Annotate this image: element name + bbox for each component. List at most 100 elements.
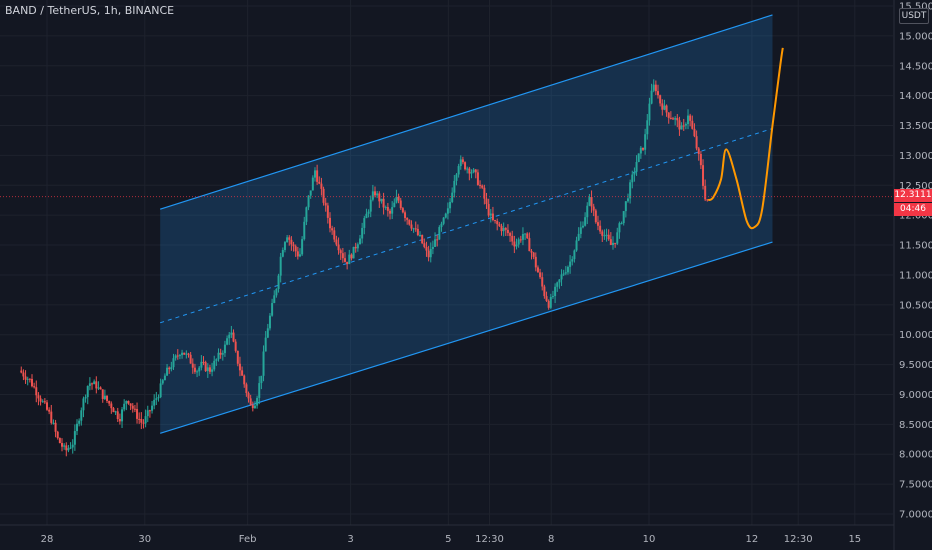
candle-body — [187, 353, 190, 355]
candle-body — [318, 181, 321, 184]
candle-body — [157, 397, 160, 399]
candle-body — [82, 398, 85, 411]
candle-body — [502, 228, 505, 232]
candle-body — [521, 234, 524, 240]
candle-body — [626, 198, 629, 202]
candle-body — [691, 120, 694, 129]
candle-body — [69, 447, 72, 449]
candle-body — [101, 389, 104, 399]
candle-body — [528, 238, 531, 252]
candle-body — [547, 300, 550, 308]
candle-body — [178, 355, 181, 357]
candle-body — [58, 438, 61, 444]
price-tick-label: 15.0000 — [899, 31, 932, 42]
candle-body — [429, 248, 432, 258]
candle-body — [228, 334, 231, 339]
candle-body — [687, 115, 690, 125]
candle-body — [50, 411, 53, 423]
candle-body — [434, 239, 437, 247]
symbol-name: BAND / TetherUS — [5, 4, 97, 17]
time-axis[interactable]: 28 30 Feb 3 5 12:30 8 10 12 12:30 15 — [41, 534, 862, 545]
candle-body — [22, 372, 25, 377]
candle-body — [581, 225, 584, 228]
candle-body — [472, 169, 475, 173]
channel-upper-line[interactable] — [160, 14, 773, 210]
candle-body — [234, 341, 237, 351]
candle-body — [168, 367, 171, 370]
candle-body — [245, 384, 248, 394]
candle-body — [52, 422, 55, 424]
candle-body — [146, 410, 149, 417]
candle-body — [457, 166, 460, 175]
candle-body — [545, 296, 548, 301]
candle-body — [611, 242, 614, 245]
candle-body — [380, 198, 383, 202]
candle-body — [641, 147, 644, 150]
candle-body — [453, 180, 456, 193]
price-tick-label: 9.0000 — [899, 390, 932, 401]
channel-lower-line[interactable] — [160, 241, 773, 434]
candle-body — [67, 448, 70, 451]
time-tick-label: 15 — [848, 534, 861, 545]
candle-body — [485, 198, 488, 205]
candle-body — [346, 261, 349, 265]
symbol-legend[interactable]: BAND / TetherUS, 1h, BINANCE — [5, 4, 174, 17]
bar-countdown-label: 04:46 — [894, 203, 932, 216]
candle-body — [110, 403, 113, 409]
candle-body — [305, 207, 308, 222]
candle-body — [622, 211, 625, 224]
time-tick-label: 5 — [445, 534, 451, 545]
chart-grid — [0, 0, 893, 525]
candle-body — [702, 165, 705, 186]
candle-body — [395, 196, 398, 203]
parallel-channel[interactable] — [160, 14, 773, 434]
candle-body — [20, 370, 23, 373]
candle-body — [236, 350, 239, 364]
price-axis[interactable]: 15.5000 15.0000 14.5000 14.0000 13.5000 13.00… — [899, 2, 932, 521]
candle-body — [663, 105, 666, 110]
channel-median-line[interactable] — [160, 128, 773, 324]
candle-body — [41, 401, 44, 403]
candle-body — [633, 171, 636, 175]
candle-body — [112, 408, 115, 413]
candle-body — [461, 159, 464, 163]
price-tick-label: 10.0000 — [899, 330, 932, 341]
candle-body — [348, 254, 351, 265]
candle-body — [161, 380, 164, 384]
candle-body — [564, 272, 567, 274]
candle-body — [693, 128, 696, 137]
candle-body — [123, 403, 126, 410]
candle-body — [116, 411, 119, 419]
candle-body — [672, 118, 675, 120]
candle-body — [605, 234, 608, 236]
candle-body — [496, 221, 499, 225]
candle-body — [264, 337, 267, 352]
currency-selector[interactable]: USDT — [899, 8, 929, 24]
candle-body — [571, 259, 574, 262]
candle-body — [303, 221, 306, 240]
candle-body — [204, 362, 207, 372]
candle-body — [61, 443, 64, 447]
candle-body — [401, 208, 404, 213]
candle-body — [153, 399, 156, 406]
forecast-curve[interactable] — [707, 47, 784, 230]
candle-body — [320, 183, 323, 189]
candle-body — [341, 253, 344, 259]
candle-body — [374, 191, 377, 196]
candle-body — [386, 207, 389, 211]
candle-body — [352, 246, 355, 259]
candle-body — [697, 148, 700, 154]
candle-body — [84, 397, 87, 399]
time-tick-label: 30 — [138, 534, 151, 545]
candle-body — [71, 444, 74, 448]
candle-body — [238, 363, 241, 371]
candle-body — [138, 418, 141, 420]
candle-body — [704, 185, 707, 200]
candle-body — [279, 256, 282, 276]
candle-body — [76, 423, 79, 432]
forecast-path[interactable] — [707, 47, 784, 230]
candle-body — [676, 118, 679, 121]
candle-body — [213, 360, 216, 370]
candle-body — [554, 286, 557, 297]
